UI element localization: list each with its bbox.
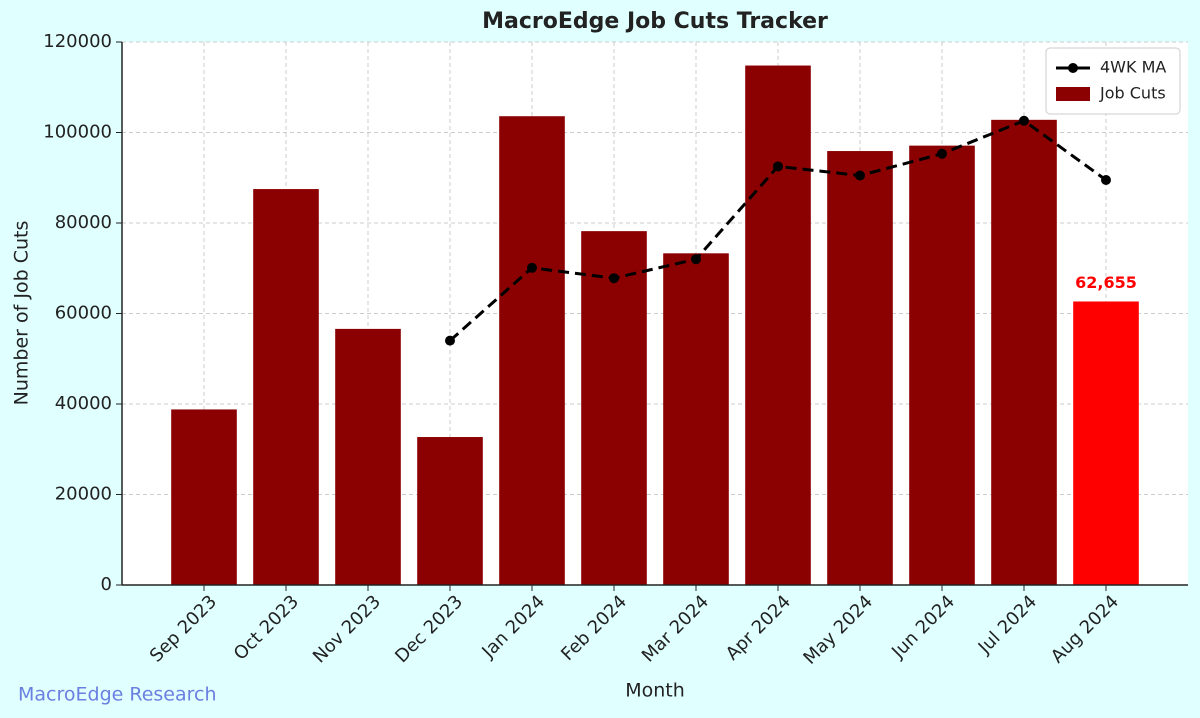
legend-label: 4WK MA: [1100, 58, 1166, 77]
y-tick-label: 20000: [55, 484, 112, 505]
ma-marker: [691, 254, 701, 265]
y-tick-label: 40000: [55, 393, 112, 414]
bar: [335, 328, 401, 585]
bar: [745, 65, 811, 585]
legend-marker: [1068, 63, 1078, 73]
bar: [499, 116, 565, 586]
y-axis-label: Number of Job Cuts: [11, 221, 33, 406]
bar: [663, 253, 729, 585]
bar: [253, 189, 319, 585]
ma-marker: [609, 273, 619, 284]
bar: [1073, 301, 1139, 585]
y-tick-label: 0: [101, 574, 112, 595]
x-axis-label: Month: [625, 680, 685, 702]
ma-marker: [1019, 115, 1029, 126]
y-tick-label: 120000: [43, 31, 112, 52]
watermark: MacroEdge Research: [18, 684, 217, 706]
y-tick-label: 60000: [55, 303, 112, 324]
bar: [417, 437, 483, 585]
bar: [581, 231, 647, 585]
y-tick-label: 80000: [55, 212, 112, 233]
bar: [991, 119, 1057, 585]
data-label: 62,655: [1075, 273, 1137, 292]
ma-marker: [773, 161, 783, 172]
ma-marker: [1101, 175, 1111, 186]
bar: [827, 151, 893, 586]
y-tick-label: 100000: [43, 122, 112, 143]
bar: [171, 409, 237, 585]
ma-marker: [937, 148, 947, 159]
chart-title: MacroEdge Job Cuts Tracker: [482, 9, 828, 34]
legend-swatch: [1056, 87, 1090, 101]
ma-marker: [445, 335, 455, 346]
ma-marker: [527, 262, 537, 273]
legend-label: Job Cuts: [1099, 84, 1166, 103]
bar: [909, 145, 975, 585]
ma-marker: [855, 170, 865, 181]
